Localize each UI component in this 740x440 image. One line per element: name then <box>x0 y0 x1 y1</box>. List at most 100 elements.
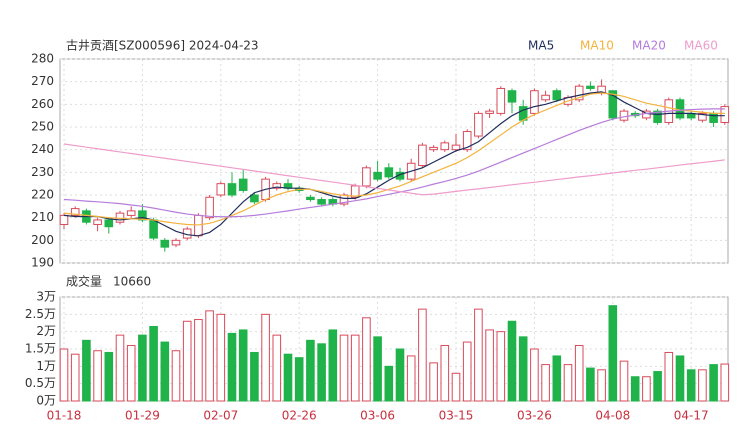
volume-bar <box>339 334 349 402</box>
volume-bar <box>283 353 293 402</box>
volume-bar <box>373 336 382 402</box>
candle-body <box>238 178 248 191</box>
candle-body <box>574 85 584 101</box>
y-tick-label: 270 <box>31 74 54 88</box>
volume-bar <box>126 345 136 402</box>
volume-bar <box>194 319 203 402</box>
volume-tick-label: 0.5万 <box>25 376 56 390</box>
candle-body <box>462 131 472 151</box>
volume-bar <box>541 364 550 402</box>
volume-latest: 10660 <box>113 275 151 289</box>
volume-bar <box>362 317 371 402</box>
volume-tick-label: 3万 <box>36 290 56 304</box>
volume-bar <box>630 376 640 402</box>
candle-body <box>216 183 226 196</box>
ma-line <box>63 91 725 237</box>
volume-bar <box>608 305 618 402</box>
candle-body <box>306 196 315 201</box>
candle-body <box>720 106 730 123</box>
candle-body <box>272 183 282 189</box>
y-tick-label: 280 <box>31 52 54 66</box>
volume-bar <box>238 329 248 402</box>
volume-bar <box>653 371 662 402</box>
volume-bar <box>586 367 595 402</box>
volume-bar <box>698 369 707 402</box>
volume-bar <box>250 351 259 402</box>
y-tick-label: 210 <box>31 210 54 224</box>
legend-label: MA60 <box>684 39 718 53</box>
volume-bar <box>496 331 506 402</box>
volume-bar <box>574 345 584 402</box>
candle-body <box>362 167 371 187</box>
candle-body <box>93 219 102 225</box>
x-tick-label: 02-26 <box>282 409 317 423</box>
candle-body <box>541 94 550 101</box>
candle-body <box>418 144 427 167</box>
volume-bar <box>115 334 125 402</box>
volume-bar <box>664 351 674 402</box>
candle-body <box>485 110 494 114</box>
candle-body <box>104 219 114 228</box>
volume-bar <box>328 329 338 402</box>
volume-bar <box>474 308 483 402</box>
volume-bar <box>317 343 326 402</box>
candle-body <box>317 199 326 205</box>
volume-bar <box>485 329 494 402</box>
volume-bar <box>261 313 270 402</box>
volume-tick-label: 2.5万 <box>25 307 56 321</box>
ma-line <box>63 92 725 226</box>
volume-bar <box>709 364 718 402</box>
volume-bar <box>395 348 405 402</box>
volume-bar <box>82 339 91 402</box>
volume-bar <box>171 350 181 402</box>
candle-body <box>709 112 718 123</box>
volume-bar <box>227 332 237 402</box>
chart-title: 古井贡酒[SZ000596] 2024-04-23 <box>66 38 259 53</box>
candle-body <box>160 239 170 248</box>
x-tick-label: 04-08 <box>595 409 630 423</box>
y-tick-label: 200 <box>31 233 54 247</box>
volume-tick-label: 1万 <box>36 359 56 373</box>
volume-bar <box>619 360 629 402</box>
candle-body <box>373 171 382 180</box>
candle-body <box>653 110 662 123</box>
candle-body <box>384 167 394 178</box>
volume-tick-label: 2万 <box>36 324 56 338</box>
candle-body <box>451 144 461 151</box>
x-tick-label: 03-06 <box>360 409 395 423</box>
volume-bar <box>294 357 304 402</box>
volume-bar <box>418 308 427 402</box>
volume-bar <box>182 320 192 402</box>
candle-body <box>474 112 483 137</box>
y-tick-label: 190 <box>31 256 54 270</box>
candle-body <box>530 90 539 114</box>
candle-body <box>250 194 259 203</box>
candle-body <box>194 214 203 237</box>
volume-bar <box>104 351 114 402</box>
candle-body <box>608 90 618 119</box>
x-tick-label: 04-17 <box>674 409 709 423</box>
volume-tick-label: 1.5万 <box>25 342 56 356</box>
candle-body <box>59 214 69 225</box>
candle-body <box>552 90 562 101</box>
x-tick-label: 01-18 <box>47 409 82 423</box>
x-tick-label: 01-29 <box>125 409 160 423</box>
candle-body <box>429 146 438 151</box>
volume-bar <box>440 345 450 402</box>
volume-bar <box>518 336 528 402</box>
volume-bar <box>675 355 685 402</box>
volume-bar <box>451 372 461 402</box>
candle-body <box>586 85 595 89</box>
y-tick-label: 220 <box>31 188 54 202</box>
volume-bar <box>160 341 170 402</box>
candle-body <box>205 196 214 219</box>
candle-body <box>507 90 517 103</box>
volume-bar <box>149 325 158 402</box>
y-tick-label: 250 <box>31 120 54 134</box>
candle-body <box>171 239 181 246</box>
candle-body <box>138 210 147 221</box>
candle-body <box>619 110 629 121</box>
volume-bar <box>642 376 651 402</box>
x-tick-label: 03-26 <box>517 409 552 423</box>
